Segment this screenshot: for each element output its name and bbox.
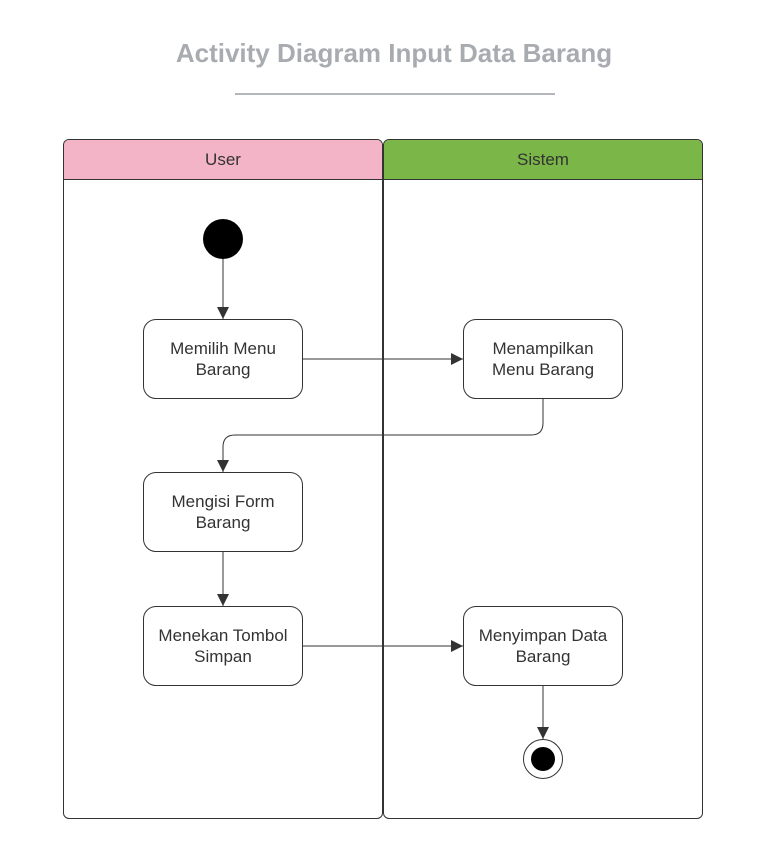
activity-memilih-menu-barang: Memilih Menu Barang: [143, 319, 303, 399]
final-node: [523, 739, 563, 779]
activity-menyimpan-data-barang: Menyimpan Data Barang: [463, 606, 623, 686]
swimlane-sistem-header: Sistem: [384, 140, 702, 180]
swimlane-sistem: Sistem: [383, 139, 703, 819]
title-underline: [235, 93, 555, 95]
swimlane-user-header: User: [64, 140, 382, 180]
activity-menekan-tombol-simpan: Menekan Tombol Simpan: [143, 606, 303, 686]
initial-node: [203, 219, 243, 259]
diagram-title: Activity Diagram Input Data Barang: [175, 38, 613, 68]
activity-menampilkan-menu-barang: Menampilkan Menu Barang: [463, 319, 623, 399]
activity-mengisi-form-barang: Mengisi Form Barang: [143, 472, 303, 552]
final-node-dot: [531, 747, 555, 771]
